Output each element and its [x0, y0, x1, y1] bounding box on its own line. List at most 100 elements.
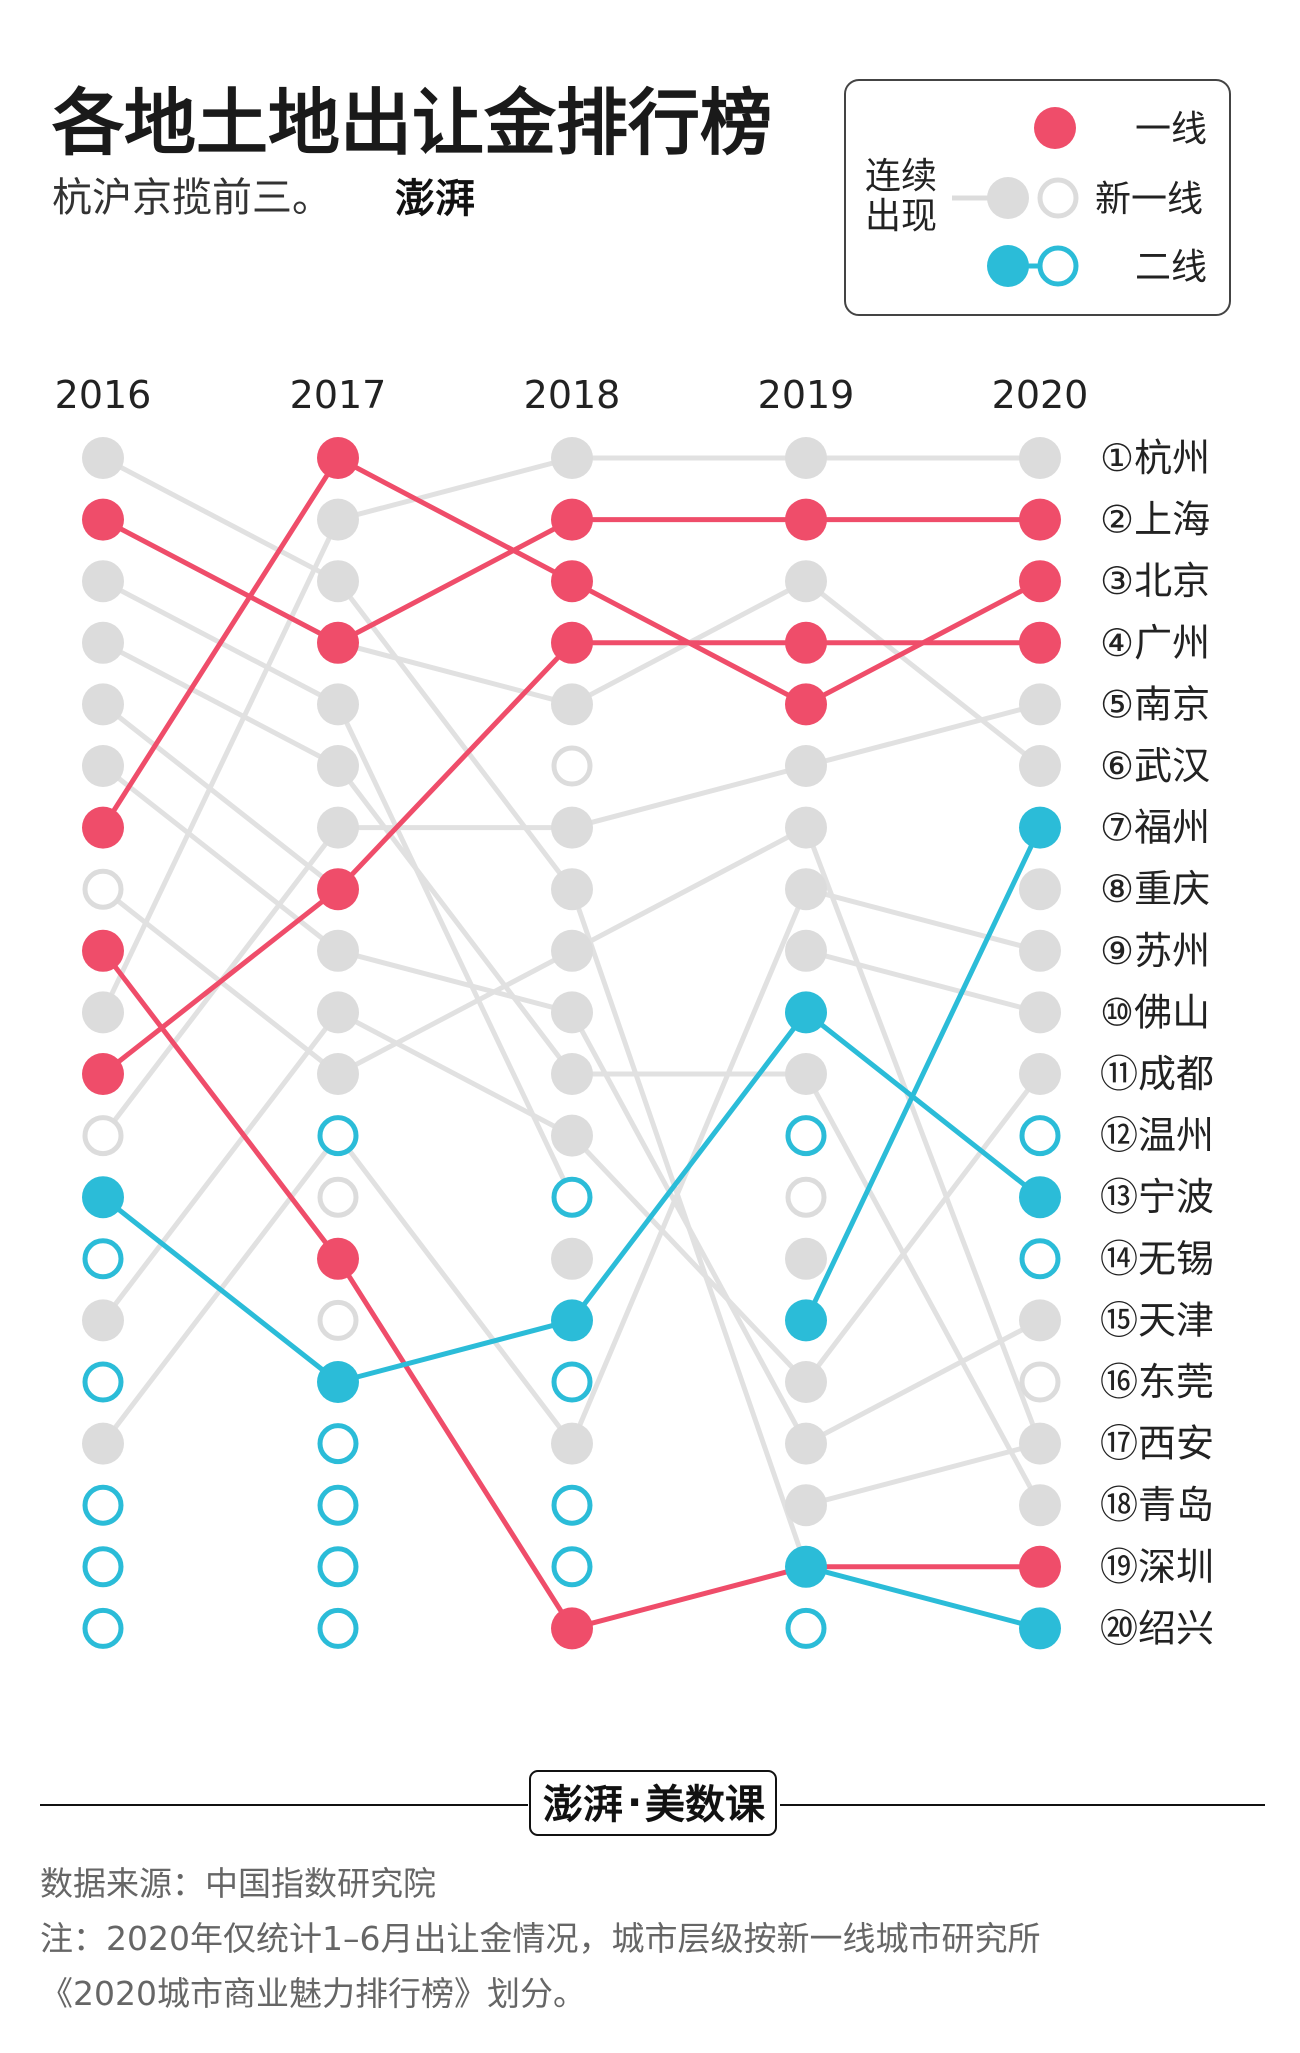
marker-highlight [785, 1299, 827, 1342]
footer: 澎湃 · 美数课 数据来源：中国指数研究院 注：2020年仅统计1–6月出让金情… [40, 1770, 1265, 2013]
marker-newtier1-filled [785, 745, 827, 787]
legend-tier1-label: 一线 [1135, 109, 1207, 150]
marker-highlight [317, 437, 359, 479]
marker-newtier1-filled [317, 1053, 359, 1095]
series-line-宁波 [335, 1317, 575, 1385]
series-line-北京 [100, 455, 341, 831]
marker-highlight [82, 1053, 124, 1095]
gray-link [335, 948, 575, 1077]
marker-newtier1-filled [551, 437, 593, 479]
marker-newtier1-filled [1019, 929, 1061, 972]
marker-newtier1-filled [82, 745, 124, 787]
series-line-广州 [100, 886, 341, 1077]
marker-newtier1-filled [785, 1361, 827, 1403]
marker-newtier1-filled [551, 1237, 593, 1280]
marker-tier2-hollow [551, 1484, 593, 1526]
marker-newtier1-hollow [551, 745, 593, 787]
marker-highlight [317, 868, 359, 911]
marker-highlight [1019, 1545, 1061, 1588]
chart-title: 各地土地出让金排行榜 [52, 81, 772, 165]
marker-newtier1-filled [785, 1237, 827, 1280]
marker-highlight [317, 1361, 359, 1403]
marker-newtier1-filled [317, 683, 359, 726]
gray-link [569, 1009, 809, 1447]
marker-newtier1-filled [317, 806, 359, 849]
marker-tier2-hollow [82, 1361, 124, 1403]
the-paper-logo: 澎湃 [395, 175, 475, 222]
marker-newtier1-filled [785, 868, 827, 911]
series-line-绍兴 [803, 1564, 1043, 1631]
gray-link [100, 640, 341, 769]
marker-newtier1-filled [82, 1299, 124, 1342]
marker-tier2-hollow [317, 1546, 359, 1588]
city-label: ③北京 [1100, 559, 1210, 603]
city-label: ⑦福州 [1100, 806, 1210, 850]
marker-newtier1-filled [82, 621, 124, 664]
gray-link [335, 948, 575, 1015]
marker-newtier1-filled [82, 1422, 124, 1465]
footer-brand-name: 美数课 [645, 1782, 766, 1828]
city-label: ⑩佛山 [1100, 990, 1210, 1034]
marker-newtier1-filled [785, 1422, 827, 1465]
marker-tier2-hollow [551, 1546, 593, 1588]
gray-link [100, 701, 341, 892]
gray-link [335, 1133, 575, 1447]
footnote-line1: 注：2020年仅统计1–6月出让金情况，城市层级按新一线城市研究所 [40, 1919, 1040, 1958]
marker-tier2-hollow [785, 1607, 827, 1649]
gray-link [335, 578, 575, 892]
footer-brand-sep: · [627, 1780, 642, 1826]
series-line-广州 [335, 640, 575, 892]
gray-link [569, 1133, 809, 1385]
marker-newtier1-filled [551, 991, 593, 1034]
marker-tier2-hollow [317, 1484, 359, 1526]
legend-newtier1-label: 新一线 [1095, 179, 1203, 220]
marker-highlight [317, 1237, 359, 1280]
marker-tier2-hollow [82, 1484, 124, 1526]
marker-highlight [1019, 806, 1061, 849]
marker-highlight [82, 498, 124, 541]
series-line-深圳 [100, 948, 341, 1262]
gray-link [335, 455, 575, 523]
series-line-宁波 [803, 1009, 1043, 1200]
series-line-宁波 [100, 1194, 341, 1385]
marker-highlight [785, 991, 827, 1034]
marker-newtier1-hollow [317, 1299, 359, 1341]
marker-newtier1-filled [551, 1422, 593, 1465]
marker-highlight [317, 621, 359, 664]
city-label: ⑭无锡 [1100, 1237, 1214, 1281]
legend-tier2-hollow [1037, 245, 1079, 287]
marker-tier2-hollow [551, 1361, 593, 1403]
legend-newtier1-hollow [1037, 177, 1079, 219]
marker-newtier1-filled [785, 560, 827, 603]
year-labels: 2016 2017 2018 2019 2020 [55, 373, 1089, 417]
marker-newtier1-filled [785, 929, 827, 972]
marker-newtier1-filled [1019, 683, 1061, 726]
marker-newtier1-filled [1019, 745, 1061, 787]
city-label: ⑰西安 [1100, 1422, 1214, 1466]
city-label: ⑮天津 [1100, 1298, 1214, 1342]
gray-link [803, 578, 1043, 769]
marker-highlight [551, 560, 593, 603]
gray-link [335, 640, 575, 707]
city-label: ⑬宁波 [1100, 1175, 1214, 1219]
marker-newtier1-filled [785, 1484, 827, 1527]
gray-link [100, 517, 341, 1015]
gray-link [803, 1071, 1043, 1508]
marker-tier2-hollow [1019, 1115, 1061, 1157]
marker-newtier1-filled [1019, 868, 1061, 911]
footer-brand-logo: 澎湃 [543, 1781, 623, 1828]
legend-newtier1-filled [987, 177, 1029, 219]
marker-highlight [785, 1545, 827, 1588]
series-line-北京 [335, 455, 575, 584]
city-label: ⑯东莞 [1100, 1360, 1214, 1404]
footnote-line2: 《2020城市商业魅力排行榜》划分。 [40, 1974, 586, 2013]
legend-continuous-label: 连续 [865, 156, 937, 197]
marker-tier2-hollow [317, 1607, 359, 1649]
series-line-上海 [335, 517, 575, 646]
marker-highlight [1019, 621, 1061, 664]
marker-newtier1-filled [1019, 1484, 1061, 1527]
series-line-深圳 [335, 1256, 575, 1631]
gray-link [803, 1317, 1043, 1447]
gray-link [803, 701, 1043, 769]
marker-highlight [1019, 1607, 1061, 1650]
